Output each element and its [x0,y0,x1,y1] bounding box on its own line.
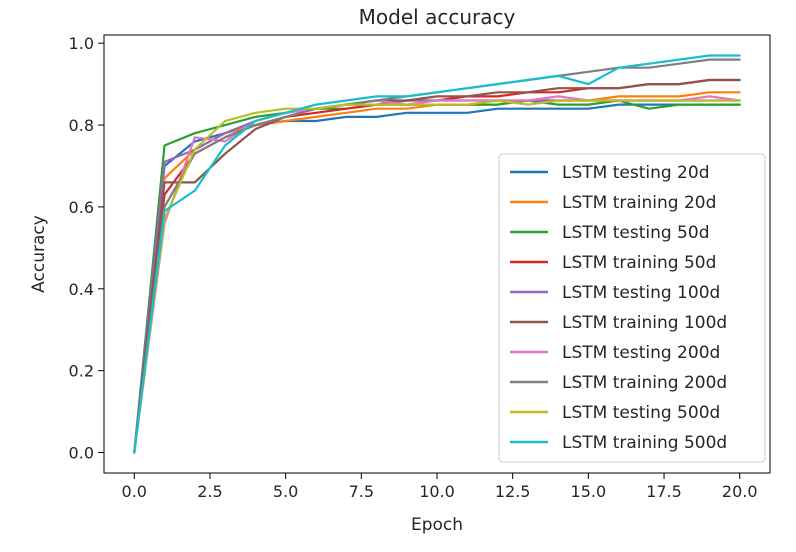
x-axis: 0.0 2.5 5.0 7.5 10.0 12.5 15.0 17.5 20.0 [122,473,758,501]
x-tick-label: 7.5 [349,482,374,501]
x-tick-label: 0.0 [122,482,147,501]
y-tick-label: 0.0 [69,444,94,463]
legend-label: LSTM training 20d [562,193,716,213]
y-tick-label: 0.2 [69,362,94,381]
y-tick-label: 0.6 [69,198,94,217]
y-axis-title: Accuracy [29,215,49,293]
y-tick-label: 0.8 [69,116,94,135]
legend: LSTM testing 20d LSTM training 20d LSTM te… [498,153,766,463]
x-tick-label: 20.0 [722,482,758,501]
legend-box [498,153,766,463]
legend-label: LSTM testing 50d [562,223,709,243]
legend-label: LSTM training 50d [562,253,716,273]
x-tick-label: 2.5 [197,482,222,501]
legend-label: LSTM testing 500d [562,403,720,423]
y-tick-label: 1.0 [69,34,94,53]
plot-area [133,54,741,454]
legend-label: LSTM training 500d [562,433,727,453]
series-line-10 [133,54,741,454]
x-tick-label: 10.0 [419,482,455,501]
legend-label: LSTM training 200d [562,373,727,393]
y-axis: 0.0 0.2 0.4 0.6 0.8 1.0 [69,34,104,463]
x-tick-label: 12.5 [495,482,531,501]
series-line-9 [133,99,741,454]
x-tick-label: 5.0 [273,482,298,501]
chart-title: Model accuracy [359,5,516,29]
legend-label: LSTM testing 20d [562,163,709,183]
series-line-6 [133,78,741,454]
x-tick-label: 17.5 [646,482,682,501]
legend-label: LSTM training 100d [562,313,727,333]
x-tick-label: 15.0 [571,482,607,501]
y-tick-label: 0.4 [69,280,94,299]
legend-label: LSTM testing 200d [562,343,720,363]
legend-label: LSTM testing 100d [562,283,720,303]
x-axis-title: Epoch [411,515,463,535]
